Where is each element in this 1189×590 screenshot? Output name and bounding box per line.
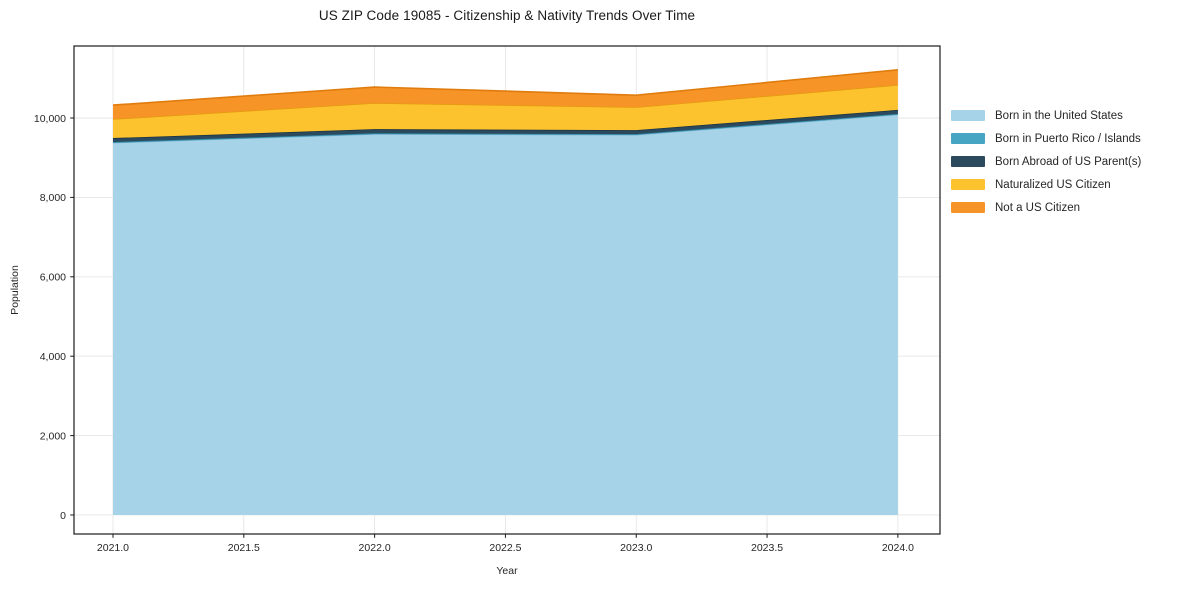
area-not-a-us-citizen	[112, 69, 898, 119]
legend-label: Not a US Citizen	[995, 201, 1081, 214]
legend-item-born-in-the-united-states: Born in the United States	[951, 104, 1141, 127]
y-tick-label: 10,000	[34, 113, 66, 125]
legend-item-born-abroad-of-us-parent-s: Born Abroad of US Parent(s)	[951, 150, 1141, 173]
x-tick-label: 2022.0	[359, 542, 391, 554]
legend-item-naturalized-us-citizen: Naturalized US Citizen	[951, 173, 1141, 196]
x-tick-label: 2022.5	[489, 542, 521, 554]
legend-label: Born Abroad of US Parent(s)	[995, 155, 1142, 168]
y-tick-label: 2,000	[40, 430, 66, 442]
chart-title: US ZIP Code 19085 - Citizenship & Nativi…	[318, 8, 696, 23]
area-edge-not-a-us-citizen	[112, 68, 898, 106]
x-tick-label: 2023.0	[620, 542, 652, 554]
legend-item-not-a-us-citizen: Not a US Citizen	[951, 196, 1141, 219]
area-born-in-the-united-states	[112, 114, 898, 515]
x-tick-label: 2024.0	[882, 542, 914, 554]
x-tick-label: 2023.5	[751, 542, 783, 554]
x-tick-label: 2021.0	[97, 542, 129, 554]
y-tick-label: 4,000	[40, 351, 66, 363]
y-tick-label: 6,000	[40, 272, 66, 284]
legend-swatch-icon	[951, 110, 985, 121]
y-axis-label: Population	[9, 265, 21, 315]
legend: Born in the United States Born in Puerto …	[951, 104, 1141, 219]
legend-item-born-in-puerto-rico-islands: Born in Puerto Rico / Islands	[951, 127, 1141, 150]
area-born-abroad-of-us-parent-s	[112, 109, 898, 143]
y-tick-label: 0	[60, 510, 66, 522]
x-axis-label: Year	[496, 565, 518, 577]
legend-label: Born in the United States	[995, 109, 1123, 122]
axis-ticks: 2021.0 2021.5 2022.0 2022.5 2023.0 2023.5 2024…	[34, 113, 914, 554]
stacked-areas	[112, 68, 898, 515]
legend-swatch-icon	[951, 133, 985, 144]
legend-swatch-icon	[951, 202, 985, 213]
plot-frame	[73, 45, 941, 535]
y-tick-label: 8,000	[40, 192, 66, 204]
legend-label: Naturalized US Citizen	[995, 178, 1111, 191]
legend-swatch-icon	[951, 179, 985, 190]
area-naturalized-us-citizen	[112, 84, 898, 139]
legend-label: Born in Puerto Rico / Islands	[995, 132, 1141, 145]
x-tick-label: 2021.5	[228, 542, 260, 554]
legend-swatch-icon	[951, 156, 985, 167]
